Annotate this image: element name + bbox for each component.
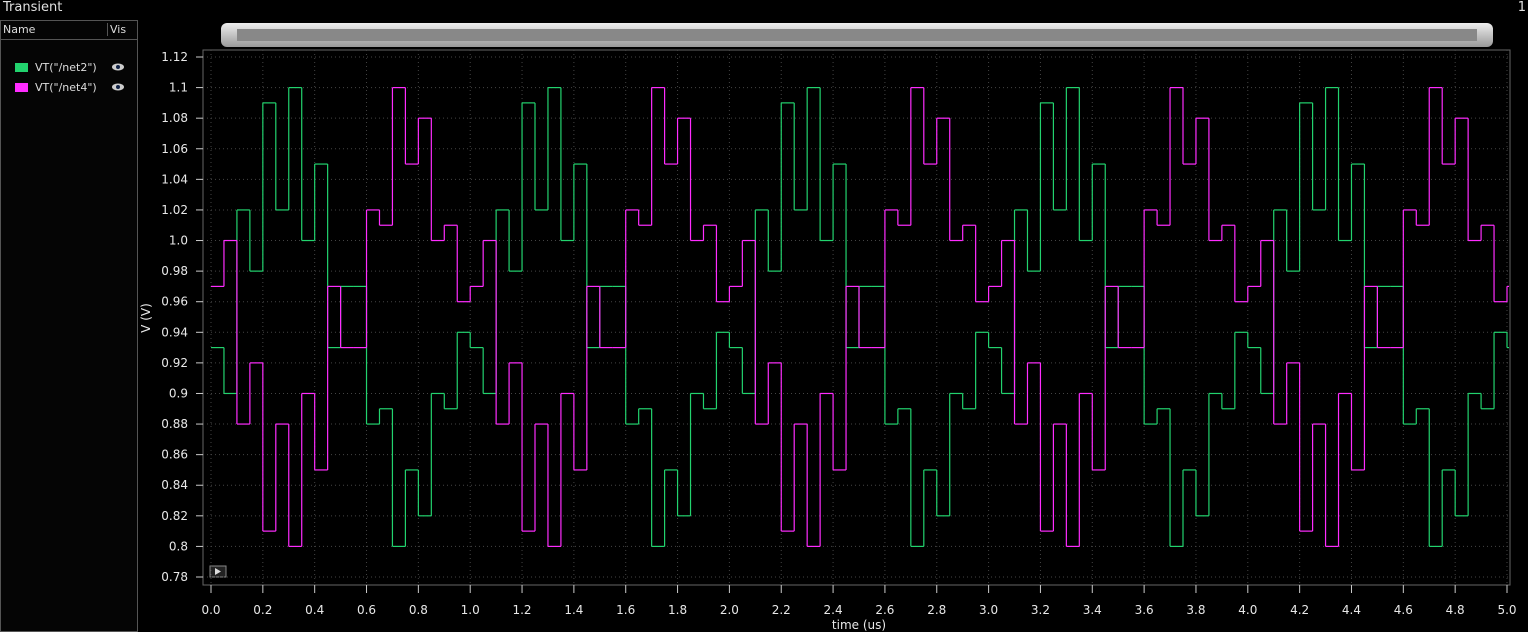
legend-swatch bbox=[15, 83, 28, 92]
x-tick-label: 1.2 bbox=[512, 603, 531, 617]
legend-label: VT("/net4") bbox=[35, 81, 97, 94]
x-tick-label: 3.4 bbox=[1083, 603, 1102, 617]
y-tick-label: 1.1 bbox=[169, 81, 188, 95]
x-tick-label: 0.2 bbox=[253, 603, 272, 617]
y-tick-label: 0.9 bbox=[169, 386, 188, 400]
x-tick-label: 2.4 bbox=[824, 603, 843, 617]
x-tick-label: 2.8 bbox=[927, 603, 946, 617]
y-axis-label: V (V) bbox=[139, 303, 153, 333]
x-tick-label: 0.4 bbox=[305, 603, 324, 617]
legend-row[interactable]: VT("/net4") bbox=[1, 78, 137, 98]
x-tick-label: 1.6 bbox=[616, 603, 635, 617]
legend-swatch bbox=[15, 63, 28, 72]
legend-label: VT("/net2") bbox=[35, 61, 97, 74]
x-tick-label: 4.8 bbox=[1446, 603, 1465, 617]
y-tick-label: 1.04 bbox=[161, 172, 188, 186]
x-tick-label: 4.0 bbox=[1238, 603, 1257, 617]
x-tick-label: 3.6 bbox=[1135, 603, 1154, 617]
y-tick-label: 0.8 bbox=[169, 539, 188, 553]
title-bar: Transient 1 bbox=[0, 0, 1528, 17]
legend-row[interactable]: VT("/net2") bbox=[1, 58, 137, 78]
signal-panel: Name Vis VT("/net2") VT("/net4") bbox=[0, 20, 138, 632]
x-tick-label: 0.8 bbox=[409, 603, 428, 617]
y-tick-label: 0.92 bbox=[161, 356, 188, 370]
x-tick-label: 2.6 bbox=[875, 603, 894, 617]
x-tick-label: 2.0 bbox=[720, 603, 739, 617]
play-icon bbox=[215, 568, 221, 575]
x-tick-label: 1.0 bbox=[461, 603, 480, 617]
x-tick-label: 1.8 bbox=[668, 603, 687, 617]
y-tick-label: 1.02 bbox=[161, 203, 188, 217]
plot-frame bbox=[202, 49, 1511, 586]
vis-header: Vis bbox=[107, 23, 126, 36]
y-tick-label: 1.12 bbox=[161, 50, 188, 64]
x-tick-label: 1.4 bbox=[564, 603, 583, 617]
y-tick-label: 1.0 bbox=[169, 234, 188, 248]
x-axis-label: time (us) bbox=[832, 618, 886, 632]
y-tick-label: 0.94 bbox=[161, 325, 188, 339]
y-tick-label: 0.84 bbox=[161, 478, 188, 492]
x-tick-label: 5.0 bbox=[1497, 603, 1516, 617]
x-tick-label: 0.0 bbox=[201, 603, 220, 617]
visibility-icon[interactable] bbox=[111, 82, 125, 92]
name-header: Name bbox=[3, 23, 36, 36]
x-tick-label: 4.2 bbox=[1290, 603, 1309, 617]
x-tick-label: 4.4 bbox=[1342, 603, 1361, 617]
y-tick-label: 0.82 bbox=[161, 509, 188, 523]
y-tick-label: 1.08 bbox=[161, 111, 188, 125]
y-tick-label: 0.78 bbox=[161, 570, 188, 584]
y-tick-label: 0.96 bbox=[161, 295, 188, 309]
x-tick-label: 4.6 bbox=[1394, 603, 1413, 617]
y-tick-label: 1.06 bbox=[161, 142, 188, 156]
overview-scrollbar[interactable] bbox=[221, 23, 1493, 47]
y-tick-label: 0.86 bbox=[161, 448, 188, 462]
x-tick-label: 3.2 bbox=[1031, 603, 1050, 617]
window-number: 1 bbox=[1517, 0, 1526, 15]
x-tick-label: 2.2 bbox=[772, 603, 791, 617]
x-tick-label: 0.6 bbox=[357, 603, 376, 617]
x-tick-label: 3.8 bbox=[1186, 603, 1205, 617]
x-tick-label: 3.0 bbox=[979, 603, 998, 617]
overview-track bbox=[237, 29, 1477, 41]
panel-header: Name Vis bbox=[1, 21, 137, 40]
window-title: Transient bbox=[3, 0, 63, 15]
visibility-icon[interactable] bbox=[111, 62, 125, 72]
y-tick-label: 0.88 bbox=[161, 417, 188, 431]
y-tick-label: 0.98 bbox=[161, 264, 188, 278]
